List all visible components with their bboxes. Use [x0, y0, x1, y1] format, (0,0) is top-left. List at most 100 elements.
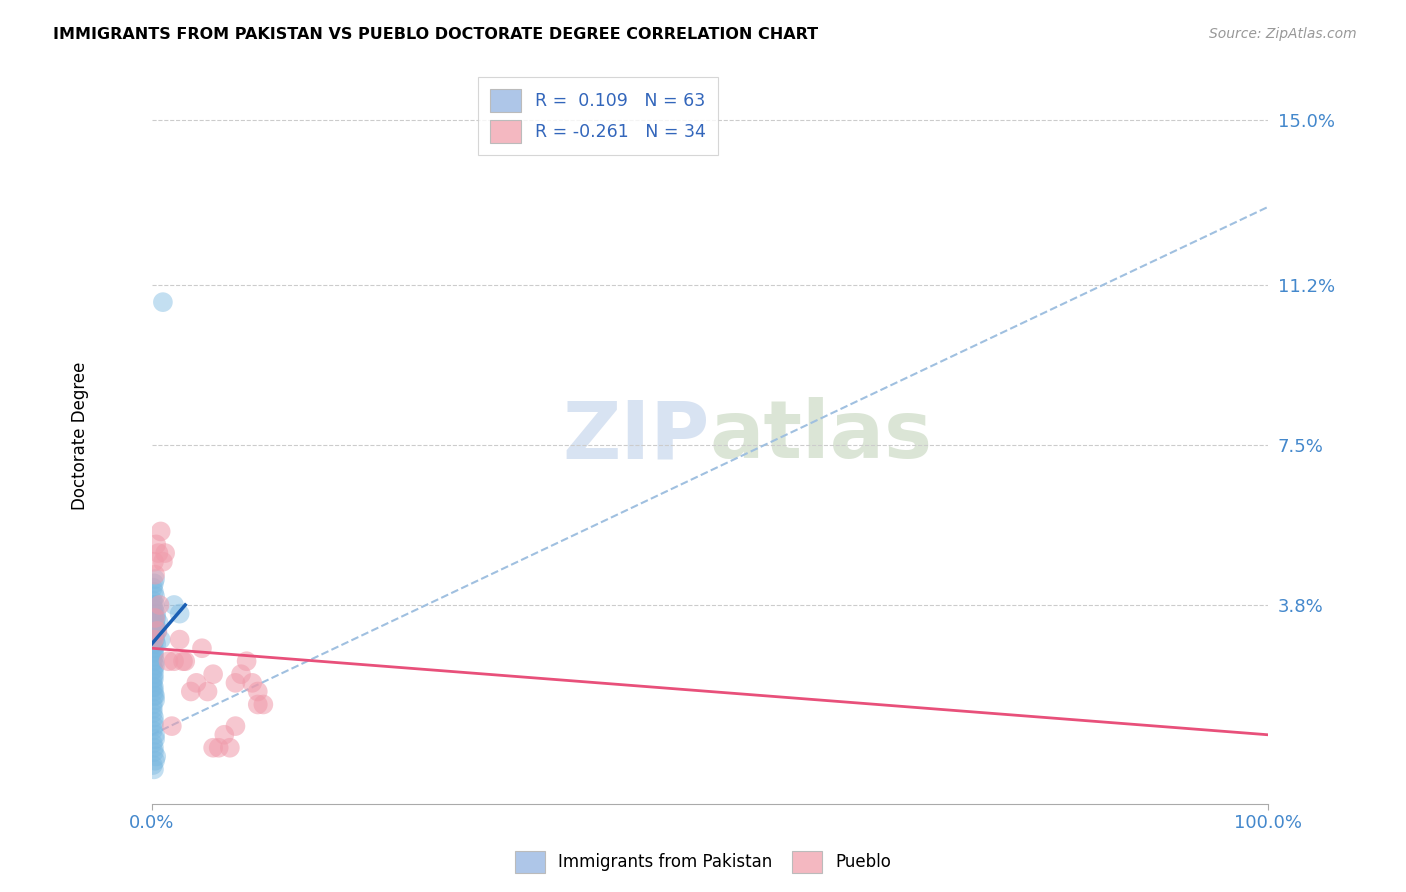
- Point: [146, 624, 169, 638]
- Point: [143, 572, 166, 586]
- Point: [143, 598, 166, 612]
- Point: [143, 763, 166, 777]
- Point: [169, 632, 191, 647]
- Point: [235, 654, 257, 668]
- Point: [145, 607, 167, 621]
- Point: [142, 598, 165, 612]
- Point: [160, 719, 183, 733]
- Point: [143, 754, 166, 768]
- Point: [143, 654, 166, 668]
- Point: [143, 710, 166, 724]
- Point: [191, 641, 214, 656]
- Point: [142, 736, 165, 750]
- Point: [149, 524, 172, 539]
- Point: [143, 555, 166, 569]
- Point: [157, 654, 180, 668]
- Point: [142, 654, 165, 668]
- Point: [143, 667, 166, 681]
- Point: [172, 654, 194, 668]
- Point: [149, 632, 172, 647]
- Point: [143, 619, 166, 633]
- Point: [143, 672, 166, 686]
- Point: [152, 295, 174, 310]
- Point: [143, 607, 166, 621]
- Point: [143, 649, 166, 664]
- Point: [197, 684, 219, 698]
- Point: [142, 680, 165, 694]
- Point: [143, 641, 166, 656]
- Point: [143, 689, 166, 703]
- Point: [145, 537, 167, 551]
- Point: [142, 637, 165, 651]
- Point: [143, 646, 166, 660]
- Text: ZIP: ZIP: [562, 397, 710, 475]
- Point: [163, 598, 186, 612]
- Point: [143, 628, 166, 642]
- Point: [214, 728, 236, 742]
- Point: [143, 745, 166, 759]
- Point: [143, 680, 166, 694]
- Point: [142, 702, 165, 716]
- Point: [202, 740, 225, 755]
- Point: [153, 546, 176, 560]
- Point: [202, 667, 225, 681]
- Point: [143, 632, 166, 647]
- Point: [252, 698, 274, 712]
- Y-axis label: Doctorate Degree: Doctorate Degree: [72, 362, 89, 510]
- Legend: Immigrants from Pakistan, Pueblo: Immigrants from Pakistan, Pueblo: [508, 845, 898, 880]
- Point: [208, 740, 231, 755]
- Point: [143, 689, 166, 703]
- Point: [143, 611, 166, 625]
- Point: [148, 598, 170, 612]
- Point: [143, 658, 166, 673]
- Point: [240, 676, 263, 690]
- Point: [143, 602, 166, 616]
- Point: [142, 593, 165, 607]
- Point: [145, 637, 167, 651]
- Point: [143, 576, 166, 591]
- Point: [142, 672, 165, 686]
- Point: [143, 740, 166, 755]
- Point: [229, 667, 252, 681]
- Point: [143, 732, 166, 747]
- Point: [143, 663, 166, 677]
- Point: [143, 628, 166, 642]
- Point: [145, 619, 167, 633]
- Point: [143, 590, 166, 604]
- Point: [246, 684, 269, 698]
- Point: [218, 740, 240, 755]
- Point: [143, 719, 166, 733]
- Point: [246, 698, 269, 712]
- Point: [142, 758, 165, 772]
- Point: [148, 615, 170, 630]
- Point: [142, 676, 165, 690]
- Text: Source: ZipAtlas.com: Source: ZipAtlas.com: [1209, 27, 1357, 41]
- Point: [186, 676, 208, 690]
- Point: [143, 611, 166, 625]
- Legend: R =  0.109   N = 63, R = -0.261   N = 34: R = 0.109 N = 63, R = -0.261 N = 34: [478, 78, 718, 155]
- Point: [180, 684, 202, 698]
- Point: [143, 684, 166, 698]
- Point: [143, 728, 166, 742]
- Point: [224, 719, 246, 733]
- Point: [142, 624, 165, 638]
- Point: [145, 749, 167, 764]
- Point: [163, 654, 186, 668]
- Point: [152, 555, 174, 569]
- Point: [142, 698, 165, 712]
- Point: [146, 624, 169, 638]
- Point: [174, 654, 197, 668]
- Point: [142, 706, 165, 720]
- Point: [142, 723, 165, 738]
- Point: [224, 676, 246, 690]
- Point: [169, 607, 191, 621]
- Point: [148, 546, 170, 560]
- Point: [143, 615, 166, 630]
- Point: [143, 646, 166, 660]
- Point: [143, 585, 166, 599]
- Text: IMMIGRANTS FROM PAKISTAN VS PUEBLO DOCTORATE DEGREE CORRELATION CHART: IMMIGRANTS FROM PAKISTAN VS PUEBLO DOCTO…: [53, 27, 818, 42]
- Point: [143, 567, 166, 582]
- Text: atlas: atlas: [710, 397, 934, 475]
- Point: [145, 611, 167, 625]
- Point: [142, 581, 165, 595]
